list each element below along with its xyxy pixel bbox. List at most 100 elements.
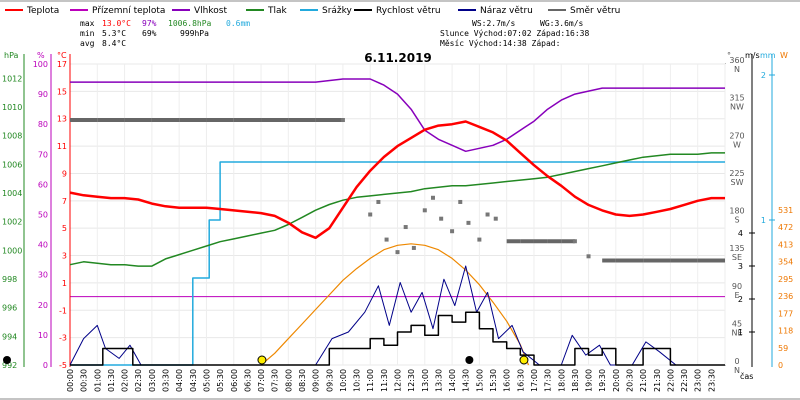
- humidity-tick-label: 90: [38, 90, 48, 99]
- series-direction-point: [395, 250, 400, 255]
- axes: hPa1012101010081006100410021000998996994…: [2, 51, 793, 392]
- x-tick-label: 20:30: [625, 369, 634, 392]
- x-tick-label: 18:30: [571, 369, 580, 392]
- solar-tick-label: 236: [778, 292, 793, 301]
- x-tick-label: 17:00: [530, 369, 539, 392]
- temperature-tick-label: 7: [62, 197, 67, 206]
- series-layer: [69, 78, 725, 366]
- series-direction-point: [466, 220, 471, 225]
- chart-title: 6.11.2019: [364, 51, 432, 65]
- legend-label: Náraz větru: [480, 6, 533, 16]
- x-tick-label: 20:00: [612, 369, 621, 392]
- wind-tick-label: 4: [738, 229, 743, 238]
- wind-axis-unit: m/s: [745, 51, 760, 60]
- pressure-tick-label: 998: [2, 275, 17, 284]
- series-direction-point: [430, 195, 435, 200]
- series-direction-point: [439, 216, 444, 221]
- pressure-tick-label: 996: [2, 304, 17, 313]
- stat-value: 69%: [142, 29, 157, 38]
- humidity-tick-label: 60: [38, 180, 48, 189]
- x-tick-label: 15:00: [475, 369, 484, 392]
- wind-speed-info: WS:2.7m/s: [472, 19, 516, 28]
- solar-tick-label: 118: [778, 327, 793, 336]
- series-direction-point: [450, 229, 455, 234]
- x-tick-label: 12:30: [407, 369, 416, 392]
- moon-marker-icon: [465, 356, 474, 364]
- direction-tick-compass: E: [734, 291, 739, 300]
- legend-label: Směr větru: [570, 6, 620, 16]
- x-tick-label: 23:00: [694, 369, 703, 392]
- stats-block: max 13.0°C 97% 1006.8hPa 0.6mm min 5.3°C 69% 999…: [80, 19, 589, 48]
- x-tick-label: 06:30: [243, 369, 252, 392]
- direction-tick-compass: N: [734, 65, 740, 74]
- series-direction-point: [368, 212, 373, 217]
- stat-value: 999hPa: [180, 29, 209, 38]
- x-tick-label: 15:30: [489, 369, 498, 392]
- legend-label: Vlhkost: [194, 6, 227, 16]
- stat-value: 5.3°C: [102, 29, 126, 38]
- x-tick-label: 18:00: [557, 369, 566, 392]
- moon-info: Měsíc Východ:14:38 Západ:: [440, 39, 560, 48]
- series-pressure-line: [69, 152, 725, 267]
- x-tick-label: 16:30: [516, 369, 525, 392]
- stat-value: 1006.8hPa: [168, 19, 212, 28]
- x-tick-label: 16:00: [503, 369, 512, 392]
- direction-tick-value: 135: [729, 244, 744, 253]
- series-direction-point: [477, 237, 482, 242]
- direction-axis-unit: °: [727, 51, 731, 60]
- sun-info: Slunce Východ:07:02 Západ:16:38: [440, 29, 589, 38]
- solar-tick-label: 472: [778, 223, 793, 232]
- series-direction-point: [493, 216, 498, 221]
- x-tick-label: 02:00: [121, 369, 130, 392]
- temperature-tick-label: 13: [57, 115, 67, 124]
- humidity-axis-unit: %: [37, 51, 45, 60]
- humidity-tick-label: 10: [38, 331, 48, 340]
- temperature-tick-label: -3: [59, 334, 67, 343]
- pressure-tick-label: 1006: [2, 160, 22, 169]
- x-tick-label: 07:00: [257, 369, 266, 392]
- stat-value: 13.0°C: [102, 19, 131, 28]
- x-tick-label: 03:00: [148, 369, 157, 392]
- temperature-tick-label: -5: [59, 361, 67, 370]
- humidity-tick-label: 30: [38, 271, 48, 280]
- legend-label: Srážky: [322, 6, 353, 16]
- stat-value: max: [80, 19, 95, 28]
- solar-tick-label: 59: [778, 344, 788, 353]
- legend-label: Rychlost větru: [376, 6, 441, 16]
- x-tick-label: 23:30: [707, 369, 716, 392]
- direction-tick-value: 225: [729, 169, 744, 178]
- humidity-tick-label: 70: [38, 150, 48, 159]
- series-direction-point: [411, 245, 416, 250]
- direction-tick-compass: NE: [731, 328, 742, 337]
- direction-tick-compass: N: [734, 366, 740, 375]
- pressure-tick-label: 1010: [2, 103, 22, 112]
- direction-tick-value: 270: [729, 131, 744, 140]
- direction-tick-value: 45: [732, 319, 742, 328]
- direction-tick-value: 90: [732, 282, 742, 291]
- solar-tick-label: 531: [778, 206, 793, 215]
- pressure-tick-label: 1000: [2, 246, 22, 255]
- solar-axis-unit: W: [780, 51, 788, 60]
- temperature-axis-unit: °C: [57, 51, 67, 60]
- temperature-tick-label: 15: [57, 87, 67, 96]
- x-tick-label: 10:00: [339, 369, 348, 392]
- x-tick-label: 19:30: [598, 369, 607, 392]
- pressure-tick-label: 994: [2, 332, 17, 341]
- pressure-tick-label: 1002: [2, 218, 22, 227]
- direction-tick-value: 180: [729, 207, 744, 216]
- rain-tick-label: 1: [761, 216, 766, 225]
- wind-tick-label: 3: [738, 262, 743, 271]
- series-temperature-line: [69, 120, 725, 240]
- wind-tick-label: 2: [738, 295, 743, 304]
- direction-tick-value: 0: [734, 357, 739, 366]
- series-direction-point: [403, 225, 408, 230]
- x-tick-label: 08:00: [284, 369, 293, 392]
- x-tick-label: 08:30: [298, 369, 307, 392]
- temperature-tick-label: 3: [62, 252, 67, 261]
- direction-tick-value: 360: [729, 56, 744, 65]
- temperature-tick-label: 17: [57, 60, 67, 69]
- series-direction-point: [340, 118, 345, 123]
- legend-label: Teplota: [26, 6, 59, 16]
